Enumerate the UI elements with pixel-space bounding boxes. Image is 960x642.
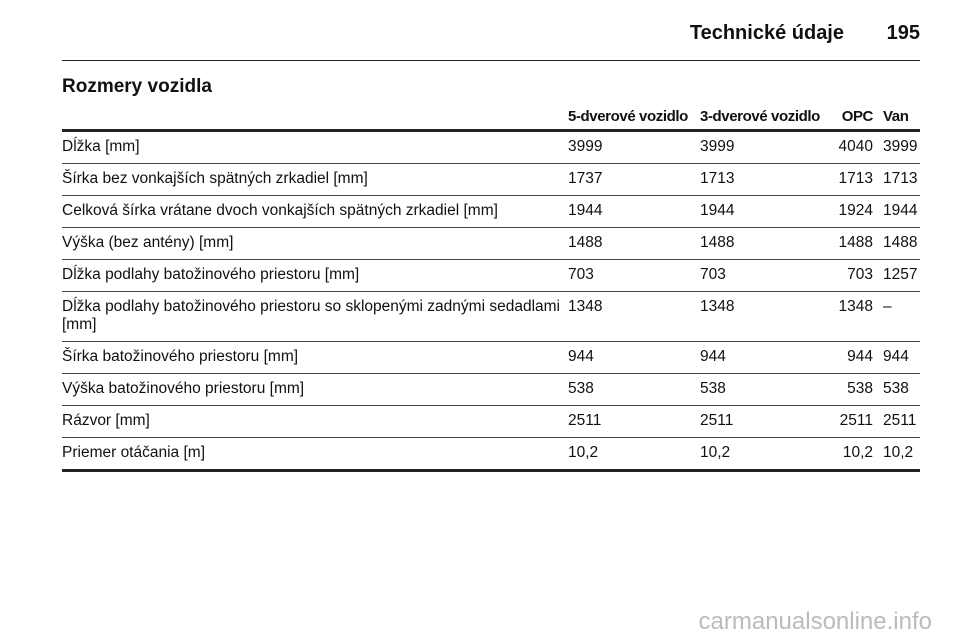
table-cell: Šírka batožinového priestoru [mm] <box>62 341 568 374</box>
table-cell: 703 <box>833 259 883 292</box>
table-row: Dĺžka podlahy batožinového priestoru so … <box>62 291 920 342</box>
table-cell: 3999 <box>700 130 833 164</box>
table-cell: 1944 <box>568 195 700 228</box>
table-row: Výška batožinového priestoru [mm] 538 538 5… <box>62 373 920 406</box>
column-header: 3-dverové vozidlo <box>700 106 833 132</box>
table-cell: 944 <box>883 341 920 374</box>
table-cell: 10,2 <box>833 437 883 472</box>
table-cell: 1348 <box>700 291 833 342</box>
table-cell: 1348 <box>833 291 883 342</box>
table-cell: 1924 <box>833 195 883 228</box>
table-row: Priemer otáčania [m] 10,2 10,2 10,2 10,2 <box>62 437 920 472</box>
table-cell: 703 <box>700 259 833 292</box>
table-cell: Celková šírka vrátane dvoch vonkajších s… <box>62 195 568 228</box>
table-cell: Výška (bez antény) [mm] <box>62 227 568 260</box>
watermark: carmanualsonline.info <box>698 608 932 635</box>
page-number: 195 <box>886 22 920 44</box>
table-cell: Šírka bez vonkajších spätných zrkadiel [… <box>62 163 568 196</box>
column-header <box>62 106 568 132</box>
table-cell: 703 <box>568 259 700 292</box>
table-header: 5-dverové vozidlo 3-dverové vozidlo OPC Van <box>62 106 920 132</box>
table-cell: 2511 <box>568 405 700 438</box>
header-title: Technické údaje <box>689 22 844 44</box>
table-cell: 1488 <box>700 227 833 260</box>
table-cell: Dĺžka podlahy batožinového priestoru [mm… <box>62 259 568 292</box>
table-cell: 4040 <box>833 130 883 164</box>
table-cell: Rázvor [mm] <box>62 405 568 438</box>
table-cell: – <box>883 291 920 342</box>
table-cell: 538 <box>883 373 920 406</box>
table-cell: Dĺžka podlahy batožinového priestoru so … <box>62 291 568 342</box>
table-cell: 1488 <box>883 227 920 260</box>
table-cell: 1713 <box>883 163 920 196</box>
section-title: Rozmery vozidla <box>62 76 212 97</box>
table-cell: 1737 <box>568 163 700 196</box>
table-cell: Priemer otáčania [m] <box>62 437 568 472</box>
table-cell: 10,2 <box>700 437 833 472</box>
table-cell: 944 <box>700 341 833 374</box>
table-cell: 1488 <box>833 227 883 260</box>
table-cell: 3999 <box>883 130 920 164</box>
table-cell: 1348 <box>568 291 700 342</box>
table-cell: 3999 <box>568 130 700 164</box>
table-cell: 944 <box>833 341 883 374</box>
table-row: Celková šírka vrátane dvoch vonkajších s… <box>62 195 920 228</box>
table-cell: 1944 <box>700 195 833 228</box>
table-cell: 2511 <box>833 405 883 438</box>
table-cell: 10,2 <box>568 437 700 472</box>
table-cell: 538 <box>833 373 883 406</box>
table-row: Dĺžka [mm] 3999 3999 4040 3999 <box>62 130 920 164</box>
column-header: OPC <box>833 106 883 132</box>
table-cell: 1713 <box>700 163 833 196</box>
table-cell: 538 <box>700 373 833 406</box>
table-cell: 1488 <box>568 227 700 260</box>
table-cell: 538 <box>568 373 700 406</box>
table-row: Dĺžka podlahy batožinového priestoru [mm… <box>62 259 920 292</box>
table-cell: 944 <box>568 341 700 374</box>
column-header: 5-dverové vozidlo <box>568 106 700 132</box>
table-row: Šírka batožinového priestoru [mm] 944 944 9… <box>62 341 920 374</box>
page-header: Technické údaje 195 <box>62 18 920 61</box>
table-row: Šírka bez vonkajších spätných zrkadiel [… <box>62 163 920 196</box>
table-cell: 2511 <box>883 405 920 438</box>
table-cell: 1713 <box>833 163 883 196</box>
column-header: Van <box>883 106 920 132</box>
table-cell: 1944 <box>883 195 920 228</box>
table-cell: 1257 <box>883 259 920 292</box>
table-cell: Výška batožinového priestoru [mm] <box>62 373 568 406</box>
table-row: Výška (bez antény) [mm] 1488 1488 1488 1488 <box>62 227 920 260</box>
table-row: Rázvor [mm] 2511 2511 2511 2511 <box>62 405 920 438</box>
table-cell: Dĺžka [mm] <box>62 130 568 164</box>
table-cell: 10,2 <box>883 437 920 472</box>
dimensions-table: 5-dverové vozidlo 3-dverové vozidlo OPC Van… <box>62 106 920 472</box>
table-cell: 2511 <box>700 405 833 438</box>
